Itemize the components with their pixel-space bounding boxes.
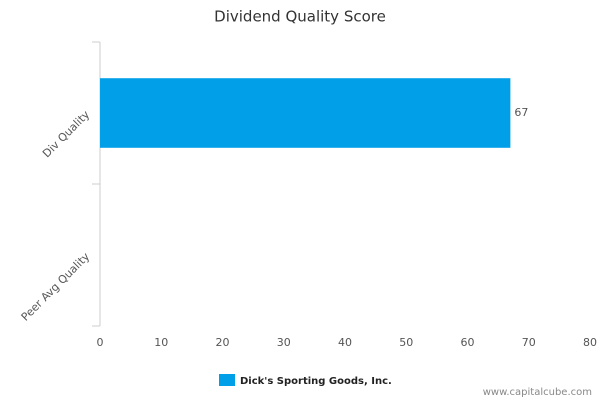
chart-title: Dividend Quality Score — [214, 8, 386, 26]
x-tick-label: 10 — [154, 336, 168, 349]
y-tick-label: Peer Avg Quality — [19, 250, 93, 324]
x-tick-label: 50 — [399, 336, 413, 349]
legend-label: Dick's Sporting Goods, Inc. — [240, 376, 392, 387]
y-tick-label: Div Quality — [40, 108, 93, 161]
bar — [100, 78, 511, 148]
x-tick-label: 20 — [216, 336, 230, 349]
legend-swatch — [219, 374, 235, 386]
x-tick-label: 0 — [97, 336, 104, 349]
x-tick-label: 60 — [461, 336, 475, 349]
credit: www.capitalcube.com — [483, 387, 592, 398]
x-tick-label: 80 — [583, 336, 597, 349]
data-label: 67 — [514, 106, 528, 119]
x-tick-label: 40 — [338, 336, 352, 349]
x-tick-label: 70 — [522, 336, 536, 349]
x-tick-label: 30 — [277, 336, 291, 349]
